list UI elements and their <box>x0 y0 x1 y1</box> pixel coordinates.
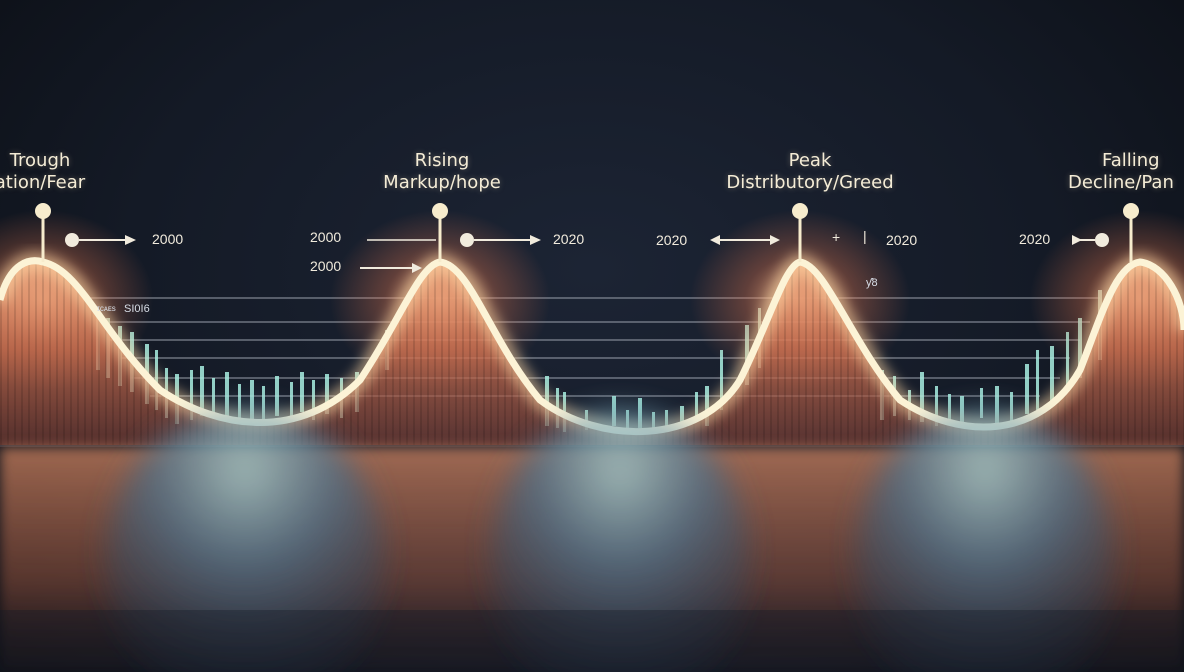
year-label: 2020 <box>1019 231 1051 247</box>
arrow-dot-icon <box>65 233 79 247</box>
arrow-tail-icon <box>1072 235 1082 245</box>
small-value: SI0I6 <box>124 303 150 315</box>
rising-subtitle: Markup/hope <box>383 172 501 193</box>
rising-title: Rising <box>414 150 470 171</box>
peak-title: Peak <box>788 150 832 171</box>
arrow-left-icon <box>710 235 720 245</box>
arrow-right-icon <box>530 235 541 245</box>
year-label: 2000 <box>310 229 342 245</box>
phase-markers <box>35 203 1139 262</box>
year-label: 2000 <box>310 258 342 274</box>
phase-label-trough: Trough mulation/Fear <box>0 150 120 194</box>
phase-label-peak: Peak Distributory/Greed <box>700 150 920 194</box>
arrow-dot-icon <box>1095 233 1109 247</box>
arrow-dot-icon <box>460 233 474 247</box>
arrow-right-icon <box>770 235 780 245</box>
year-label: 2000 <box>152 231 184 247</box>
trough-subtitle: mulation/Fear <box>0 172 86 193</box>
cycle-curve-glow <box>0 251 1184 441</box>
year-label: 2020 <box>656 232 688 248</box>
falling-title: Falling <box>1102 150 1160 171</box>
peak-subtitle: Distributory/Greed <box>726 172 894 193</box>
reflection <box>0 410 1184 672</box>
arrow-right-icon <box>412 263 422 273</box>
arrows <box>65 233 1109 273</box>
trough-title: Trough <box>9 150 71 171</box>
phase-label-rising: Rising Markup/hope <box>357 150 527 194</box>
small-caption: ɪᴄᴀᴇs <box>97 304 116 313</box>
falling-subtitle: Decline/Pan <box>1068 172 1174 193</box>
phase-label-falling: Falling Decline/Pan <box>1068 150 1184 194</box>
gridlines <box>90 297 1100 397</box>
arrow-right-icon <box>125 235 136 245</box>
tick-mark: | <box>863 228 867 244</box>
small-annotation: ƴ8 <box>866 277 878 289</box>
year-label: 2020 <box>886 232 918 248</box>
year-label: 2020 <box>553 231 585 247</box>
plus-mark: + <box>832 229 841 245</box>
